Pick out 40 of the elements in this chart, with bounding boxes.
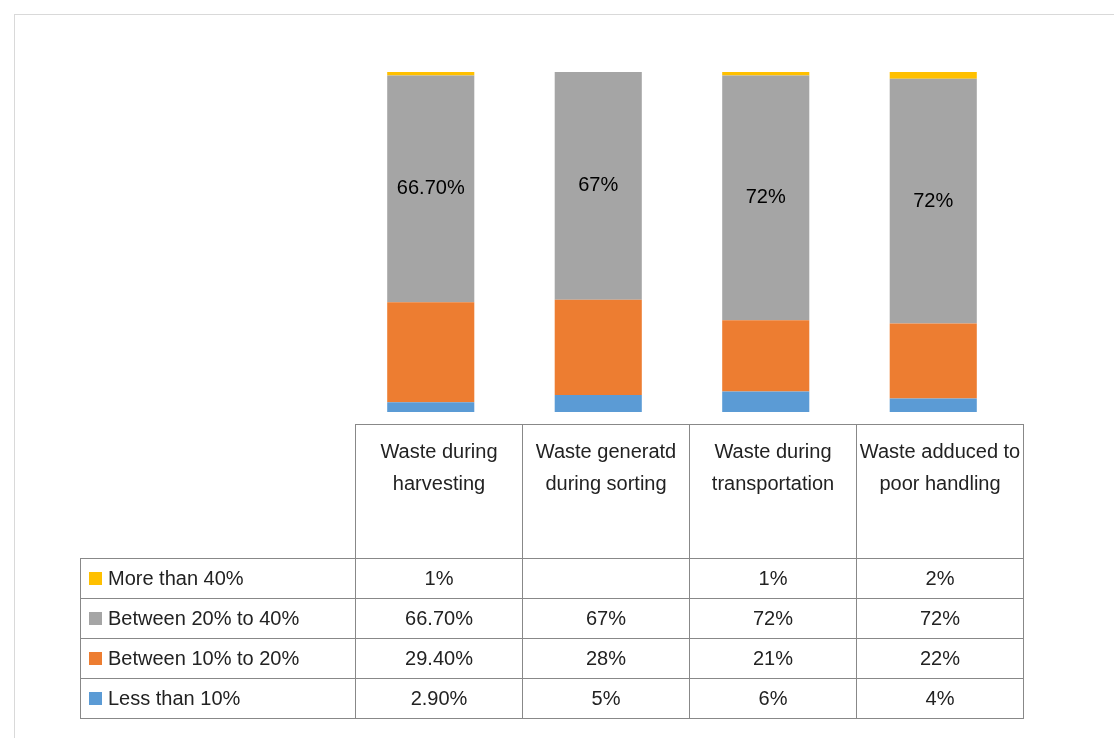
bar [554,395,642,412]
data-label: 72% [856,598,1024,639]
x-tick-label: Waste generatd during sorting [522,424,690,559]
data-label: 6% [689,678,857,719]
legend-label: More than 40% [80,558,356,599]
bar [722,391,810,412]
data-label: 22% [856,638,1024,679]
text: 66.70% [396,176,465,199]
data-label: 2.90% [355,678,523,719]
data-label: 1% [689,558,857,599]
bar [889,78,977,324]
bar [722,75,810,321]
data-label: 21% [689,638,857,679]
bar [387,402,475,412]
bar [889,72,977,79]
text: 72% [913,188,954,211]
text: 72% [745,185,786,208]
x-tick-label: Waste during transportation [689,424,857,559]
data-label: 4% [856,678,1024,719]
legend-label: Between 10% to 20% [80,638,356,679]
bar [387,75,475,303]
data-label: 5% [522,678,690,719]
bar [554,299,642,395]
x-tick-label: Waste adduced to poor handling [856,424,1024,559]
text: 67% [578,173,619,196]
data-label: 67% [522,598,690,639]
data-label: 66.70% [355,598,523,639]
legend-label: Less than 10% [80,678,356,719]
data-label: 28% [522,638,690,679]
data-label: 1% [355,558,523,599]
x-tick-label: Waste during harvesting [355,424,523,559]
bar [722,320,810,392]
data-label: 29.40% [355,638,523,679]
bar [387,302,475,403]
bar [889,398,977,412]
bar [554,72,642,300]
legend-label: Between 20% to 40% [80,598,356,639]
bar [889,323,977,399]
data-label: 72% [689,598,857,639]
data-label: 2% [856,558,1024,599]
